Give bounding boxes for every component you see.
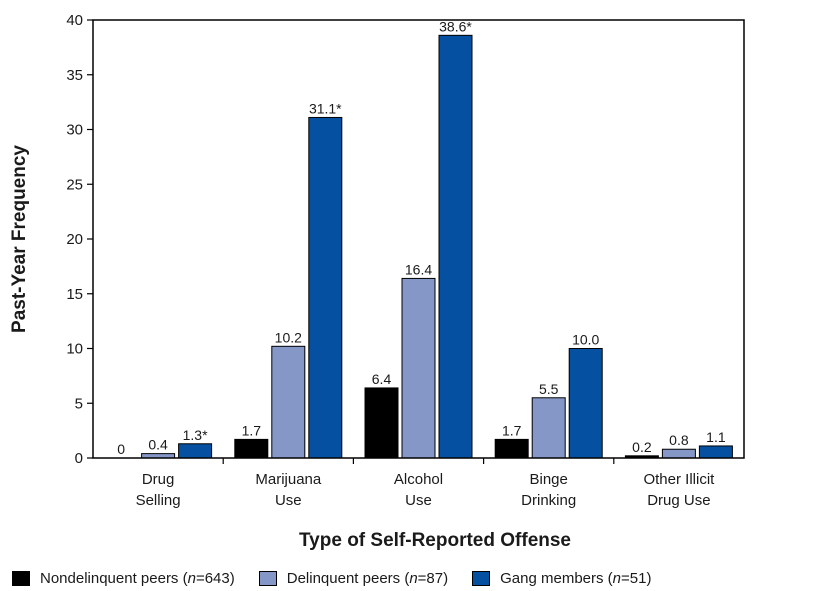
bar	[178, 443, 213, 459]
bar-chart: 0 5 10 15 20 25 30 35 40 0 0.4 1.3* 1.7 10.2 31.1* 6.4…	[9, 12, 745, 551]
bar	[661, 448, 696, 459]
bar	[438, 34, 473, 459]
bar	[568, 348, 603, 459]
x-category-label: Drug	[142, 471, 175, 488]
y-tick-label: 15	[66, 286, 83, 303]
legend-label: Nondelinquent peers (n=643)	[40, 569, 235, 587]
bar	[234, 438, 269, 459]
data-label: 10.2	[275, 329, 302, 345]
x-category-label: Use	[405, 492, 432, 509]
data-label: 0.8	[669, 432, 689, 448]
y-tick-label: 0	[75, 450, 83, 467]
data-label: 1.7	[502, 422, 522, 438]
data-label: 5.5	[539, 381, 559, 397]
y-axis-title: Past-Year Frequency	[9, 145, 30, 333]
x-category-label: Drug Use	[647, 492, 710, 509]
legend-swatch	[472, 570, 491, 586]
data-label: 16.4	[405, 261, 432, 277]
legend-label: Delinquent peers (n=87)	[286, 569, 449, 587]
x-category-label: Alcohol	[394, 471, 443, 488]
data-label: 1.1	[706, 429, 726, 445]
bar	[308, 116, 343, 459]
legend: Nondelinquent peers (n=643) Delinquent pe…	[12, 568, 675, 588]
x-axis-title: Type of Self-Reported Offense	[299, 530, 571, 551]
legend-swatch	[258, 570, 277, 586]
data-label: 1.7	[242, 422, 262, 438]
legend-swatch	[12, 570, 30, 586]
y-tick-label: 10	[66, 341, 83, 358]
bar	[531, 397, 566, 459]
data-label: 38.6*	[439, 18, 472, 34]
bar	[401, 277, 436, 459]
y-tick-label: 40	[66, 12, 83, 29]
x-category-label: Binge	[530, 471, 568, 488]
legend-item: Delinquent peers (n=87)	[258, 569, 449, 587]
y-tick-label: 5	[75, 395, 83, 412]
bar	[698, 445, 733, 459]
data-label: 1.3*	[183, 427, 208, 443]
y-tick-label: 25	[66, 176, 83, 193]
legend-label: Gang members (n=51)	[500, 569, 652, 587]
data-label: 31.1*	[309, 100, 342, 116]
data-label: 0.2	[632, 439, 652, 455]
y-tick-label: 20	[66, 231, 83, 248]
data-label: 6.4	[372, 371, 392, 387]
x-category-label: Selling	[136, 492, 181, 509]
x-category-label: Drinking	[521, 492, 576, 509]
bar	[364, 387, 399, 459]
x-category-label: Other Illicit	[643, 471, 715, 488]
x-category-label: Use	[275, 492, 302, 509]
legend-item: Gang members (n=51)	[472, 570, 651, 587]
plot-frame	[92, 19, 745, 459]
bar	[494, 438, 529, 459]
legend-item: Nondelinquent peers (n=643)	[12, 570, 235, 587]
bar	[271, 345, 306, 459]
data-label: 0	[117, 441, 125, 457]
data-label: 0.4	[148, 437, 168, 453]
y-tick-label: 30	[66, 122, 83, 139]
x-category-label: Marijuana	[255, 471, 322, 488]
y-tick-label: 35	[66, 67, 83, 84]
data-label: 10.0	[572, 332, 599, 348]
